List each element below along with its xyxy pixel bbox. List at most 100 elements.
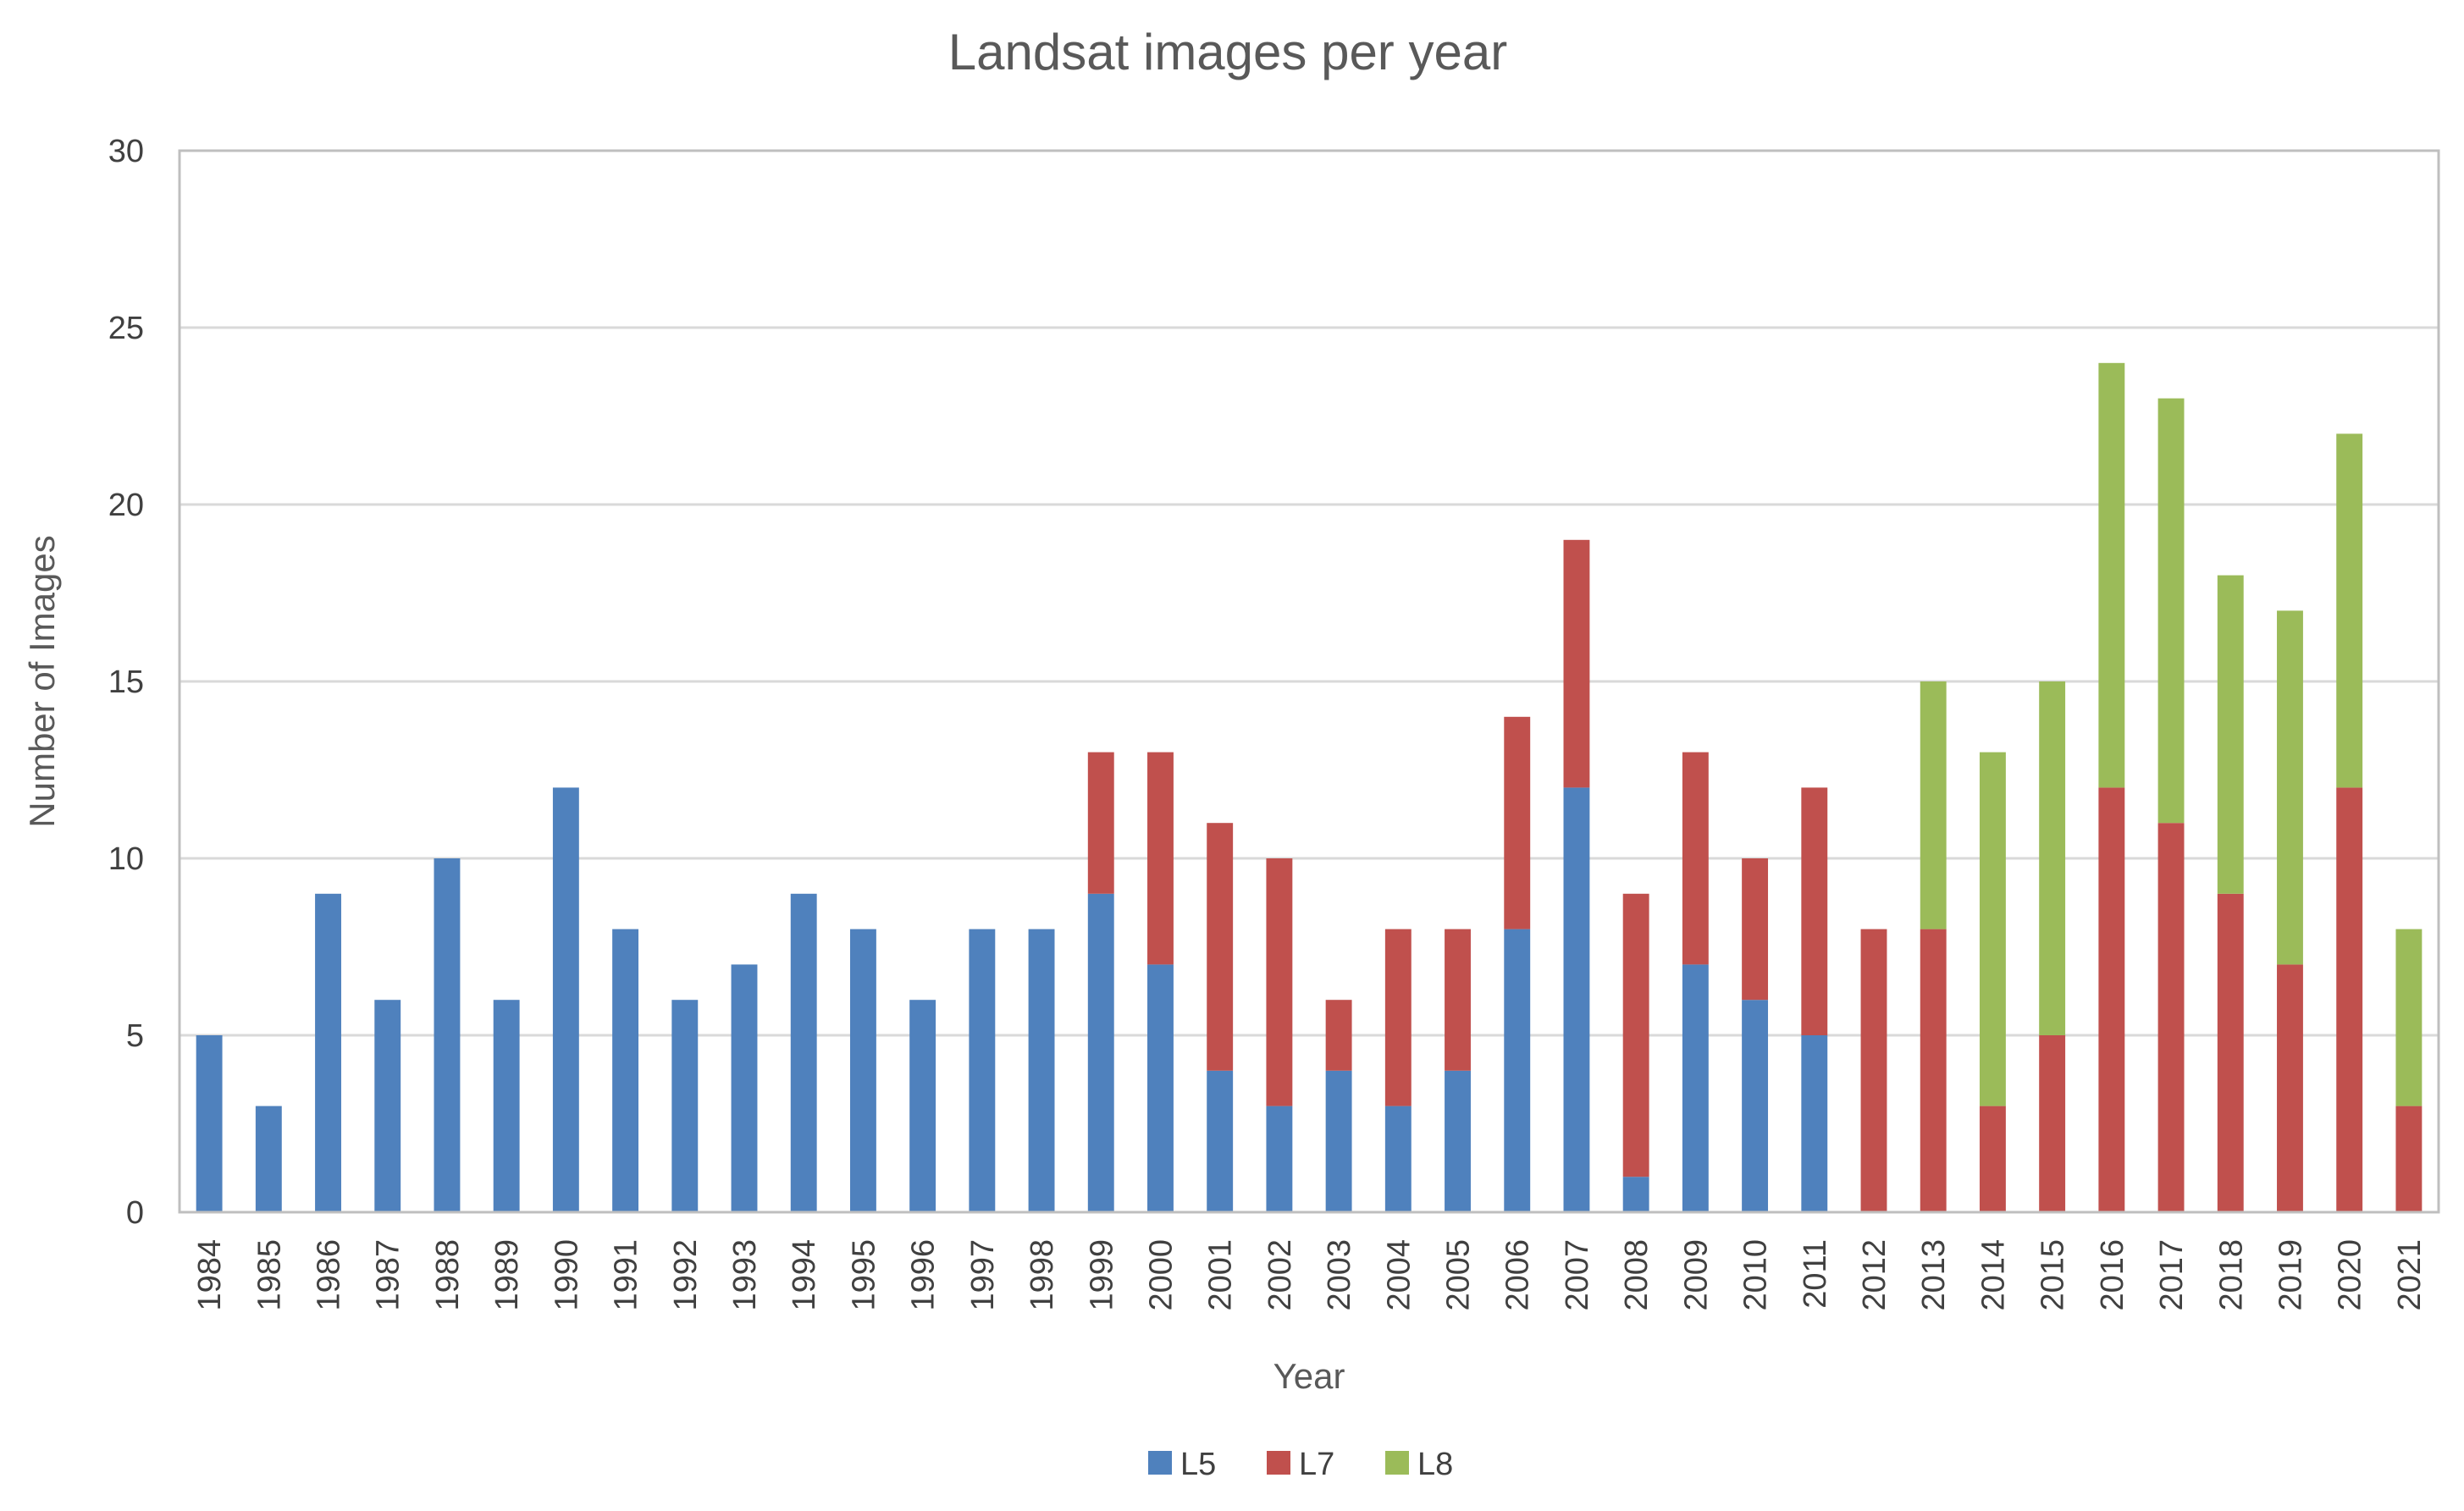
bar-l7-2018 bbox=[2217, 893, 2244, 1212]
plot-frame bbox=[178, 149, 2440, 1214]
bar-l5-1990 bbox=[552, 787, 579, 1212]
x-tick-label: 2020 bbox=[2333, 1239, 2368, 1311]
bar-l5-2007 bbox=[1563, 787, 1590, 1212]
bar-l5-2003 bbox=[1325, 1070, 1352, 1212]
bar-l7-2000 bbox=[1147, 752, 1174, 965]
x-axis-title: Year bbox=[1273, 1356, 1345, 1396]
y-tick-label: 25 bbox=[108, 311, 144, 346]
bar-l7-2008 bbox=[1622, 893, 1649, 1177]
bar-l7-2005 bbox=[1445, 929, 1471, 1071]
x-tick-label: 1990 bbox=[549, 1239, 584, 1311]
bar-l8-2019 bbox=[2277, 610, 2303, 965]
bar-l8-2021 bbox=[2395, 929, 2423, 1106]
bar-l5-1998 bbox=[1028, 929, 1055, 1212]
bar-l5-1985 bbox=[255, 1106, 282, 1212]
x-tick-label: 1992 bbox=[668, 1239, 704, 1311]
y-tick-label: 10 bbox=[108, 841, 144, 877]
x-tick-label: 1998 bbox=[1025, 1239, 1060, 1311]
y-tick-label: 0 bbox=[126, 1195, 144, 1231]
x-tick-label: 2013 bbox=[1916, 1239, 1952, 1311]
x-tick-label: 2001 bbox=[1203, 1239, 1239, 1311]
x-tick-label: 2008 bbox=[1619, 1239, 1655, 1311]
x-tick-label: 2016 bbox=[2095, 1239, 2130, 1311]
x-tick-label: 2005 bbox=[1441, 1239, 1477, 1311]
bar-l5-1999 bbox=[1087, 893, 1114, 1212]
bar-l7-2019 bbox=[2277, 964, 2303, 1212]
bar-l7-2014 bbox=[1979, 1106, 2006, 1212]
x-tick-label: 1995 bbox=[846, 1239, 881, 1311]
x-tick-label: 2004 bbox=[1381, 1239, 1417, 1311]
bar-l7-2007 bbox=[1563, 539, 1590, 788]
x-tick-label: 1989 bbox=[489, 1239, 525, 1311]
x-tick-label: 1985 bbox=[251, 1239, 287, 1311]
bar-l5-1991 bbox=[612, 929, 639, 1212]
x-tick-label: 2017 bbox=[2154, 1239, 2190, 1311]
bar-l5-1993 bbox=[731, 964, 758, 1212]
bar-l7-2021 bbox=[2395, 1106, 2423, 1212]
x-tick-label: 1988 bbox=[430, 1239, 466, 1311]
y-tick-label: 15 bbox=[108, 665, 144, 700]
bar-l7-2009 bbox=[1682, 752, 1709, 965]
legend: L5 L7 L8 bbox=[1148, 1447, 1453, 1482]
x-tick-label: 2007 bbox=[1560, 1239, 1595, 1311]
bar-l5-2000 bbox=[1147, 964, 1174, 1212]
bar-l7-2011 bbox=[1801, 787, 1828, 1035]
bar-l5-1994 bbox=[790, 893, 817, 1212]
x-tick-label: 2021 bbox=[2392, 1239, 2428, 1311]
legend-label-l7: L7 bbox=[1299, 1447, 1334, 1482]
x-tick-label: 2011 bbox=[1798, 1239, 1833, 1309]
x-tick-label: 2010 bbox=[1738, 1239, 1774, 1311]
chart-title: Landsat images per year bbox=[948, 24, 1507, 80]
bar-l5-1988 bbox=[434, 858, 461, 1212]
bar-l5-2011 bbox=[1801, 1035, 1828, 1212]
bars bbox=[196, 362, 2423, 1212]
x-tick-label: 1993 bbox=[727, 1239, 763, 1311]
legend-swatch-l7 bbox=[1267, 1451, 1290, 1475]
bar-l7-2002 bbox=[1266, 858, 1293, 1106]
x-tick-label: 1994 bbox=[787, 1239, 822, 1311]
bar-l5-2004 bbox=[1384, 1106, 1412, 1212]
x-tick-label: 1984 bbox=[192, 1239, 228, 1311]
bar-l8-2013 bbox=[1920, 681, 1947, 929]
x-tick-label: 1996 bbox=[906, 1239, 942, 1311]
bar-l7-2006 bbox=[1504, 716, 1531, 929]
bar-l7-2001 bbox=[1207, 823, 1234, 1071]
y-axis-ticks: 0 5 10 15 20 25 30 bbox=[108, 134, 144, 1231]
bar-l5-2006 bbox=[1504, 929, 1531, 1212]
bar-l7-2012 bbox=[1860, 929, 1887, 1212]
bar-l5-2008 bbox=[1622, 1177, 1649, 1212]
bar-l5-1992 bbox=[671, 1000, 699, 1212]
x-tick-label: 2014 bbox=[1975, 1239, 2011, 1311]
bar-l8-2018 bbox=[2217, 575, 2244, 894]
bar-l5-1997 bbox=[969, 929, 996, 1212]
y-axis-title: Number of Images bbox=[22, 535, 62, 827]
legend-swatch-l5 bbox=[1148, 1451, 1172, 1475]
legend-label-l8: L8 bbox=[1417, 1447, 1453, 1482]
bar-l5-2002 bbox=[1266, 1106, 1293, 1212]
bar-l5-1996 bbox=[909, 1000, 936, 1212]
bar-l7-2004 bbox=[1384, 929, 1412, 1106]
x-tick-label: 2003 bbox=[1322, 1239, 1357, 1311]
y-tick-label: 30 bbox=[108, 134, 144, 169]
x-tick-label: 1986 bbox=[312, 1239, 347, 1311]
bar-l7-2016 bbox=[2098, 787, 2125, 1212]
x-tick-label: 1997 bbox=[965, 1239, 1001, 1311]
bar-l5-1989 bbox=[493, 1000, 520, 1212]
y-tick-label: 20 bbox=[108, 488, 144, 523]
bar-l5-2009 bbox=[1682, 964, 1709, 1212]
bar-l7-1999 bbox=[1087, 752, 1114, 894]
bar-l5-1986 bbox=[315, 893, 341, 1212]
bar-l5-2010 bbox=[1742, 1000, 1769, 1212]
x-tick-label: 2015 bbox=[2036, 1239, 2071, 1311]
bar-l8-2020 bbox=[2336, 433, 2363, 788]
x-axis-ticks: 1984 1985 1986 1987 1988 1989 1990 1991 1992 1993… bbox=[192, 1239, 2428, 1311]
x-tick-label: 2009 bbox=[1678, 1239, 1714, 1311]
legend-swatch-l8 bbox=[1385, 1451, 1409, 1475]
x-tick-label: 2018 bbox=[2213, 1239, 2249, 1311]
bar-l7-2017 bbox=[2157, 823, 2185, 1212]
x-tick-label: 2019 bbox=[2273, 1239, 2308, 1311]
y-tick-label: 5 bbox=[126, 1018, 144, 1054]
bar-l5-2001 bbox=[1207, 1070, 1234, 1212]
x-tick-label: 1991 bbox=[609, 1239, 644, 1311]
